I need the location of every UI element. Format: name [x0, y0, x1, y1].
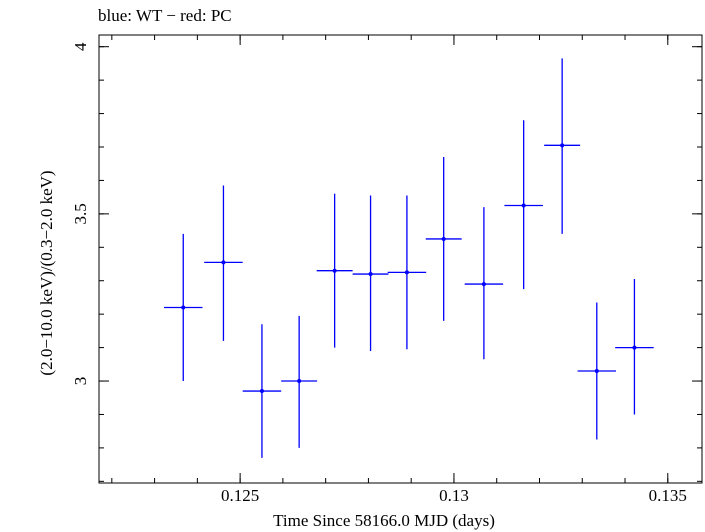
x-axis-label: Time Since 58166.0 MJD (days) [273, 511, 495, 530]
point-marker [632, 345, 637, 350]
major-ticks [99, 35, 702, 483]
data-point [242, 324, 282, 458]
data-point [387, 195, 427, 350]
y-tick-label: 4 [71, 42, 90, 51]
y-axis-label: (2.0−10.0 keV)/(0.3−2.0 keV) [37, 170, 56, 375]
plot-frame [98, 34, 703, 484]
minor-ticks [99, 35, 702, 483]
point-marker [404, 270, 409, 275]
y-tick-label: 3.5 [71, 203, 90, 224]
y-tick-label: 3 [71, 377, 90, 386]
point-marker [297, 379, 302, 384]
point-marker [594, 369, 599, 373]
data-point [316, 193, 353, 348]
point-marker [259, 389, 264, 394]
chart-title: blue: WT − red: PC [98, 6, 232, 25]
point-marker [221, 260, 226, 265]
data-points [164, 58, 654, 458]
data-point [352, 195, 389, 351]
point-marker [368, 272, 373, 277]
point-marker [481, 282, 486, 287]
point-marker [521, 203, 526, 208]
data-point [204, 185, 243, 341]
data-point [164, 233, 203, 382]
point-marker [181, 305, 186, 310]
data-point [615, 279, 654, 415]
data-point [281, 315, 318, 448]
point-marker [560, 143, 565, 148]
data-point [464, 207, 504, 360]
data-point [425, 157, 462, 321]
point-marker [332, 268, 337, 273]
x-tick-label: 0.125 [221, 486, 259, 505]
point-marker [441, 236, 446, 241]
data-point [544, 58, 581, 234]
tick-labels: 0.125 0.13 0.135 3 3.5 4 [71, 42, 687, 505]
data-point [577, 302, 617, 440]
data-point [504, 120, 543, 290]
x-tick-label: 0.13 [439, 486, 469, 505]
x-tick-label: 0.135 [649, 486, 687, 505]
